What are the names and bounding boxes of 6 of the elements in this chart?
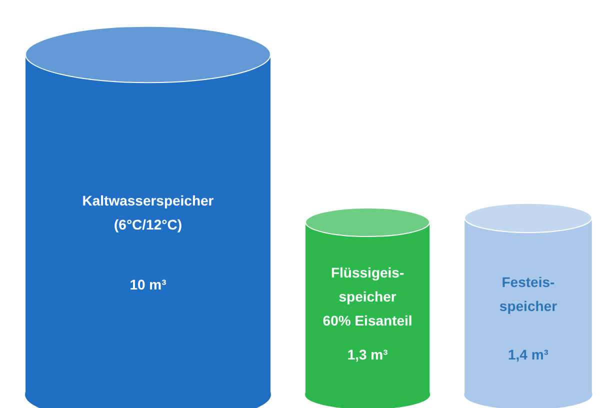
- data-label: 10 m³: [130, 276, 167, 292]
- category-label: Flüssigeis- speicher 60% Eisanteil: [322, 264, 412, 328]
- data-label: 1,3 m³: [347, 346, 388, 362]
- data-label: 1,4 m³: [508, 346, 549, 362]
- category-label: Kaltwasserspeicher (6°C/12°C): [82, 192, 214, 232]
- category-label: Festeis- speicher: [499, 274, 558, 314]
